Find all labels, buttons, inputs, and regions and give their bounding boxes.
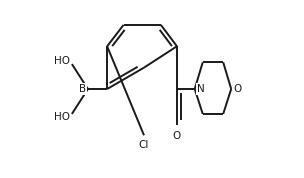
Text: B: B [79,84,86,94]
Text: Cl: Cl [139,140,149,150]
Text: HO: HO [54,112,70,122]
Text: N: N [196,84,204,94]
Text: HO: HO [54,56,70,66]
Text: O: O [173,131,181,141]
Text: O: O [233,84,242,94]
